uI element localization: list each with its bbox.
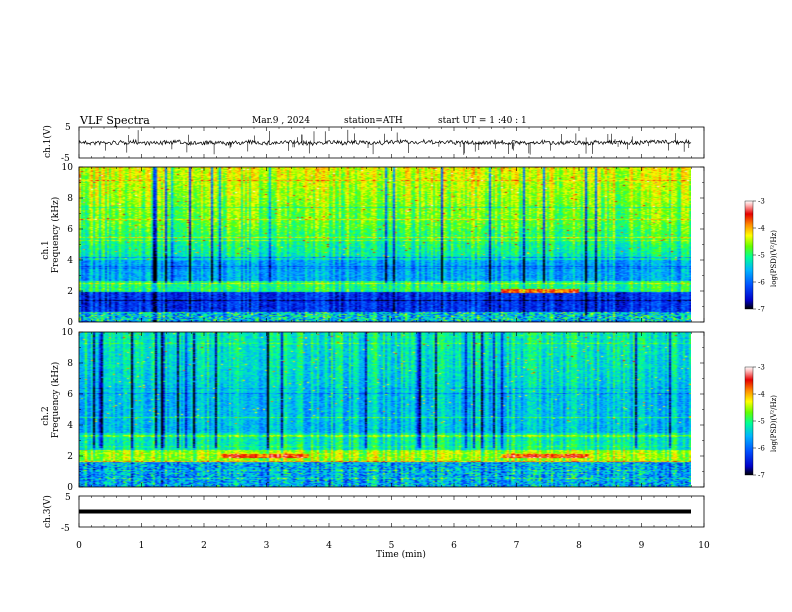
y-tick-label: 0 — [67, 483, 73, 493]
ch2-colorbar — [744, 366, 754, 476]
ch1-waveform-trace — [78, 138, 692, 147]
y-tick-label: 10 — [62, 328, 74, 338]
ch3-waveform-ylabel: ch.3(V) — [42, 495, 53, 528]
station-label: station=ATH — [344, 116, 403, 126]
time-axis-label: Time (min) — [376, 549, 426, 560]
y-tick-label: 4 — [67, 421, 73, 431]
x-tick-label: 4 — [326, 541, 332, 551]
y-tick-label: 4 — [67, 256, 73, 266]
y-tick-label: 2 — [67, 287, 73, 297]
ch1-ytick-neg5: -5 — [61, 154, 70, 164]
ch2-spectrogram-image — [79, 332, 691, 487]
y-tick-label: 2 — [67, 452, 73, 462]
ch1-colorbar — [744, 200, 754, 310]
colorbar-tick-label: -3 — [758, 364, 765, 372]
figure-title: VLF Spectra — [79, 114, 150, 127]
ch1-spectrogram-channel-label: ch.1 — [41, 240, 51, 259]
x-tick-label: 3 — [264, 541, 270, 551]
ch2-spectrogram-yticks: 0 2 4 6 8 10 — [62, 328, 704, 493]
colorbar-tick-label: -4 — [758, 225, 765, 233]
x-tick-label: 5 — [389, 541, 395, 551]
ch1-colorbar-ticks: -3 -4 -5 -6 -7 — [753, 198, 765, 314]
ch1-spectrogram-image — [79, 167, 691, 322]
x-tick-label: 7 — [514, 541, 520, 551]
ch3-ytick-5: 5 — [65, 493, 71, 503]
x-tick-label: 0 — [76, 541, 82, 551]
ch2-spectrogram-channel-label: ch.2 — [41, 406, 51, 425]
ch2-spectrogram-ylabel: Frequency (kHz) — [50, 362, 61, 439]
y-tick-label: 6 — [67, 225, 73, 235]
colorbar-tick-label: -6 — [758, 445, 765, 453]
colorbar-tick-label: -3 — [758, 198, 765, 206]
ch1-colorbar-label: log(PSD)(V²/Hz) — [770, 230, 778, 287]
ch3-ytick-neg5: -5 — [61, 524, 70, 534]
colorbar-tick-label: -5 — [758, 252, 765, 260]
y-tick-label: 8 — [67, 359, 73, 369]
ch1-ytick-5: 5 — [65, 123, 71, 133]
ch1-spectrogram-ylabel: Frequency (kHz) — [50, 197, 61, 274]
y-tick-label: 6 — [67, 390, 73, 400]
ch2-colorbar-label: log(PSD)(V²/Hz) — [770, 395, 778, 452]
x-tick-label: 1 — [139, 541, 145, 551]
y-tick-label: 8 — [67, 194, 73, 204]
colorbar-tick-label: -6 — [758, 279, 765, 287]
colorbar-tick-label: -4 — [758, 391, 765, 399]
ch1-waveform-ylabel: ch.1(V) — [42, 125, 53, 158]
x-tick-label: 10 — [698, 541, 710, 551]
x-tick-label: 9 — [639, 541, 645, 551]
ch2-colorbar-ticks: -3 -4 -5 -6 -7 — [753, 364, 765, 480]
ch1-waveform-spikes — [105, 129, 690, 155]
x-tick-label: 2 — [201, 541, 207, 551]
y-tick-label: 0 — [67, 318, 73, 328]
y-tick-label: 10 — [62, 163, 74, 173]
x-tick-label: 6 — [451, 541, 457, 551]
time-axis: 0 1 2 3 4 5 6 7 8 9 10 — [76, 127, 710, 551]
date-label: Mar.9 , 2024 — [252, 116, 310, 126]
ch1-spectrogram-yticks: 0 2 4 6 8 10 — [62, 163, 704, 328]
colorbar-tick-label: -5 — [758, 418, 765, 426]
colorbar-tick-label: -7 — [758, 472, 765, 480]
colorbar-tick-label: -7 — [758, 306, 765, 314]
x-tick-label: 8 — [576, 541, 582, 551]
start-time-label: start UT = 1 :40 : 1 — [438, 116, 527, 126]
